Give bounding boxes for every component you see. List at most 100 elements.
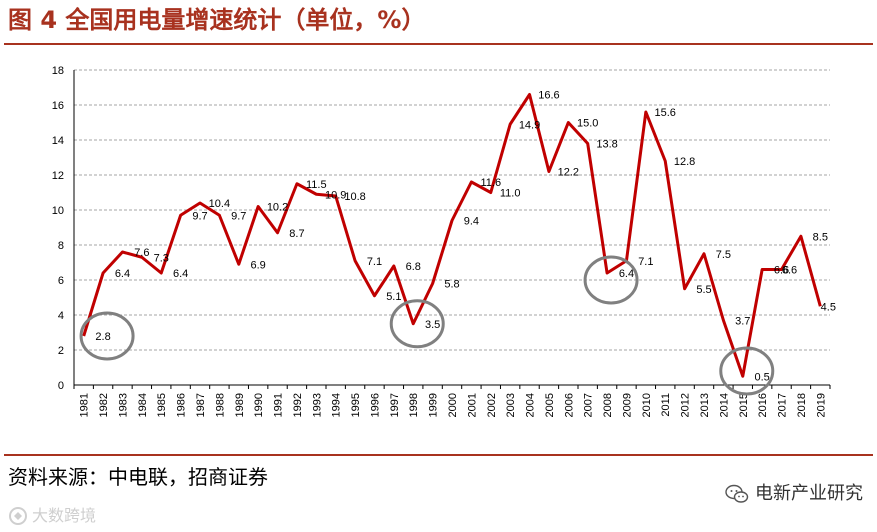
y-tick-label: 10 xyxy=(52,205,64,217)
x-tick-label: 1981 xyxy=(79,393,91,417)
data-label: 7.5 xyxy=(716,249,731,261)
brand-name: 电新产业研究 xyxy=(755,483,863,504)
watermark: 大数跨境 xyxy=(8,504,96,528)
data-label: 10.4 xyxy=(209,198,230,210)
x-tick-label: 2004 xyxy=(525,393,537,417)
data-label: 5.1 xyxy=(386,291,401,303)
data-label: 7.3 xyxy=(154,252,169,264)
data-label: 4.5 xyxy=(821,301,836,313)
x-tick-label: 2018 xyxy=(796,393,808,417)
y-tick-label: 6 xyxy=(58,275,64,287)
x-tick-label: 1996 xyxy=(369,393,381,417)
y-tick-label: 12 xyxy=(52,170,64,182)
series-line xyxy=(82,93,822,378)
data-label: 11.6 xyxy=(480,177,501,189)
y-tick-label: 14 xyxy=(52,135,64,147)
data-label: 13.8 xyxy=(596,139,617,151)
x-tick-label: 1995 xyxy=(350,393,362,417)
data-label: 5.5 xyxy=(696,284,711,296)
data-label: 6.6 xyxy=(782,265,797,277)
x-tick-label: 1984 xyxy=(137,393,149,417)
x-tick-label: 2000 xyxy=(447,393,459,417)
x-tick-label: 2017 xyxy=(777,393,789,417)
x-tick-label: 2010 xyxy=(641,393,653,417)
x-tick-label: 1992 xyxy=(292,393,304,417)
data-label: 7.1 xyxy=(638,256,653,268)
x-tick-label: 2013 xyxy=(699,393,711,417)
watermark-logo-icon xyxy=(9,507,27,525)
x-tick-label: 1998 xyxy=(408,393,420,417)
data-label: 5.8 xyxy=(444,279,459,291)
data-label: 11.5 xyxy=(306,179,327,191)
bottom-divider xyxy=(4,454,873,456)
x-tick-label: 1987 xyxy=(195,393,207,417)
y-tick-label: 4 xyxy=(58,310,64,322)
data-label: 9.7 xyxy=(231,210,246,222)
highlight-circle xyxy=(79,311,135,361)
chart-title: 图 4 全国用电量增速统计（单位，%） xyxy=(8,6,426,34)
data-label: 7.1 xyxy=(367,256,382,268)
data-label: 6.8 xyxy=(406,261,421,273)
x-tick-label: 1991 xyxy=(273,393,285,417)
watermark-text: 大数跨境 xyxy=(32,506,97,525)
x-tick-label: 1982 xyxy=(98,393,110,417)
data-label: 6.4 xyxy=(173,268,188,280)
data-label: 10.2 xyxy=(267,202,288,214)
data-label: 10.9 xyxy=(325,189,346,201)
x-tick-label: 1986 xyxy=(176,393,188,417)
data-label: 3.5 xyxy=(425,319,440,331)
data-label: 12.2 xyxy=(558,167,579,179)
data-label: 6.4 xyxy=(619,268,634,280)
x-tick-label: 2014 xyxy=(718,393,730,417)
data-label: 12.8 xyxy=(674,156,695,168)
y-tick-label: 8 xyxy=(58,240,64,252)
data-label: 14.9 xyxy=(519,119,540,131)
x-tick-label: 2002 xyxy=(486,393,498,417)
wechat-icon xyxy=(725,484,749,503)
x-tick-label: 2003 xyxy=(505,393,517,417)
highlight-circle xyxy=(389,299,445,349)
data-label: 16.6 xyxy=(538,90,559,102)
data-label: 0.5 xyxy=(755,371,770,383)
data-label: 8.5 xyxy=(813,231,828,243)
x-tick-label: 2007 xyxy=(583,393,595,417)
x-tick-label: 1997 xyxy=(389,393,401,417)
y-tick-label: 0 xyxy=(58,380,64,392)
data-label: 6.9 xyxy=(251,259,266,271)
data-label: 3.7 xyxy=(735,315,750,327)
data-label: 2.8 xyxy=(95,331,110,343)
top-divider xyxy=(4,43,873,45)
x-tick-label: 2009 xyxy=(621,393,633,417)
data-label: 10.8 xyxy=(344,191,365,203)
x-tick-label: 2015 xyxy=(738,393,750,417)
x-tick-label: 2012 xyxy=(680,393,692,417)
x-tick-label: 1999 xyxy=(428,393,440,417)
x-tick-label: 2016 xyxy=(757,393,769,417)
data-label: 15.0 xyxy=(577,118,598,130)
line-chart: 0 2 4 6 8 10 12 14 16 18 1981 1982 1983 1984 1985 1986… xyxy=(52,65,836,417)
x-tick-label: 2019 xyxy=(815,393,827,417)
data-label: 9.4 xyxy=(464,216,479,228)
x-tick-label: 1993 xyxy=(311,393,323,417)
x-tick-label: 1988 xyxy=(214,393,226,417)
y-tick-label: 18 xyxy=(52,65,64,77)
brand-credit: 电新产业研究 xyxy=(725,480,863,508)
highlight-circle xyxy=(719,346,775,396)
x-tick-label: 1994 xyxy=(331,393,343,417)
x-tick-label: 1990 xyxy=(253,393,265,417)
data-label: 11.0 xyxy=(500,188,521,200)
x-tick-label: 2011 xyxy=(660,393,672,417)
x-tick-label: 1985 xyxy=(156,393,168,417)
source-note: 资料来源：中电联，招商证券 xyxy=(8,465,268,489)
x-tick-label: 2008 xyxy=(602,393,614,417)
data-label: 7.6 xyxy=(134,247,149,259)
data-label: 6.4 xyxy=(115,268,130,280)
y-tick-label: 16 xyxy=(52,100,64,112)
data-label: 15.6 xyxy=(655,107,676,119)
x-tick-label: 1989 xyxy=(234,393,246,417)
x-tick-label: 2001 xyxy=(466,393,478,417)
x-tick-label: 2006 xyxy=(563,393,575,417)
data-label: 6.6 xyxy=(774,265,789,277)
highlight-circle xyxy=(583,255,639,305)
data-label: 8.7 xyxy=(289,228,304,240)
